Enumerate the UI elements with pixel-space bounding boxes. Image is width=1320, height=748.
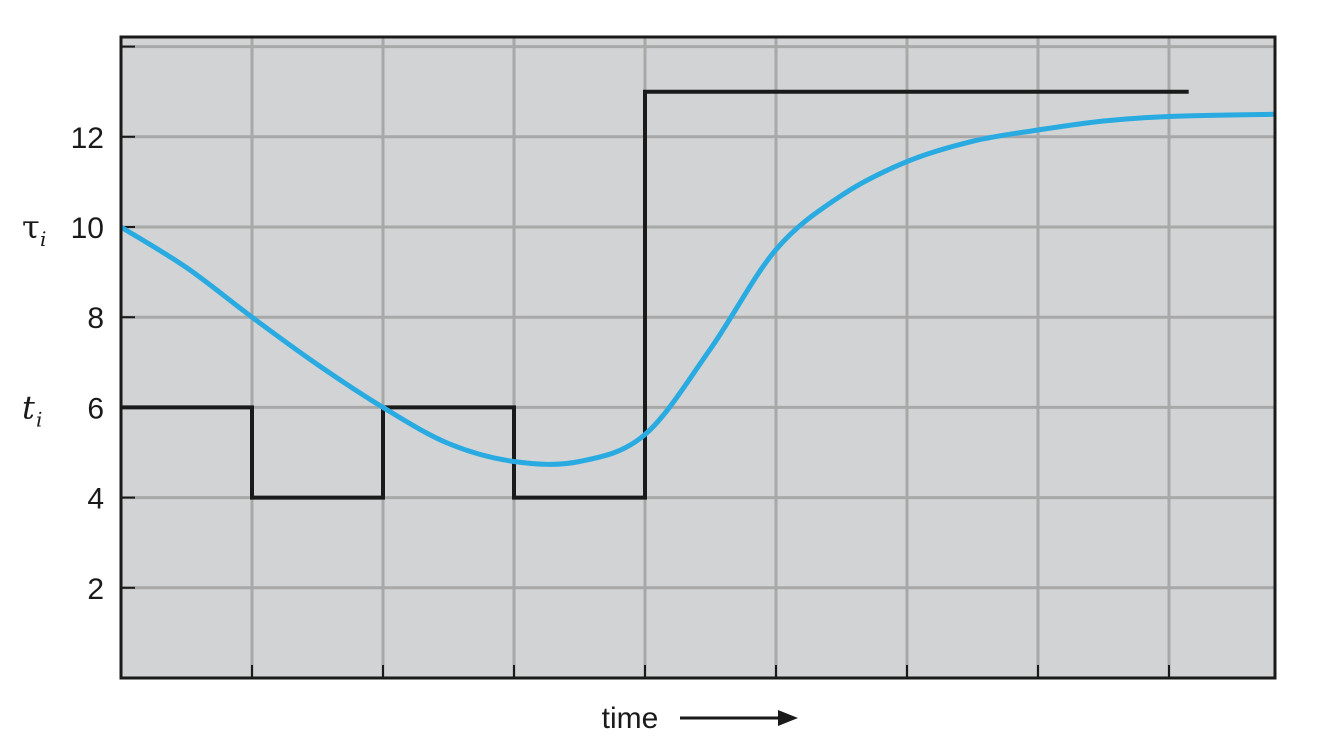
y-tick-label: 10 (71, 212, 104, 245)
x-axis-title: time (602, 702, 798, 735)
series-line-t-step (121, 89, 1189, 500)
y-tick-label: 12 (71, 122, 104, 155)
x-axis-label: time (602, 702, 659, 735)
series-label-subscript: i (36, 407, 42, 431)
y-tick-label: 2 (87, 573, 104, 606)
y-tick-label: 4 (87, 483, 104, 516)
series-label-symbol: τ (22, 208, 40, 246)
series-line-tau-curve (119, 111, 1274, 467)
series-label-symbol: t (22, 388, 35, 426)
series-labels: t iτ i (22, 208, 46, 431)
plot-frame (119, 35, 1277, 680)
series-label-subscript: i (40, 227, 46, 251)
y-tick-labels: 2 4 6 8 10 12 (71, 122, 104, 606)
plot-area (119, 35, 1277, 680)
time-arrow-head (778, 710, 798, 726)
y-tick-label: 6 (87, 392, 104, 425)
plot-background (121, 37, 1275, 678)
y-tick-label: 8 (87, 302, 104, 335)
